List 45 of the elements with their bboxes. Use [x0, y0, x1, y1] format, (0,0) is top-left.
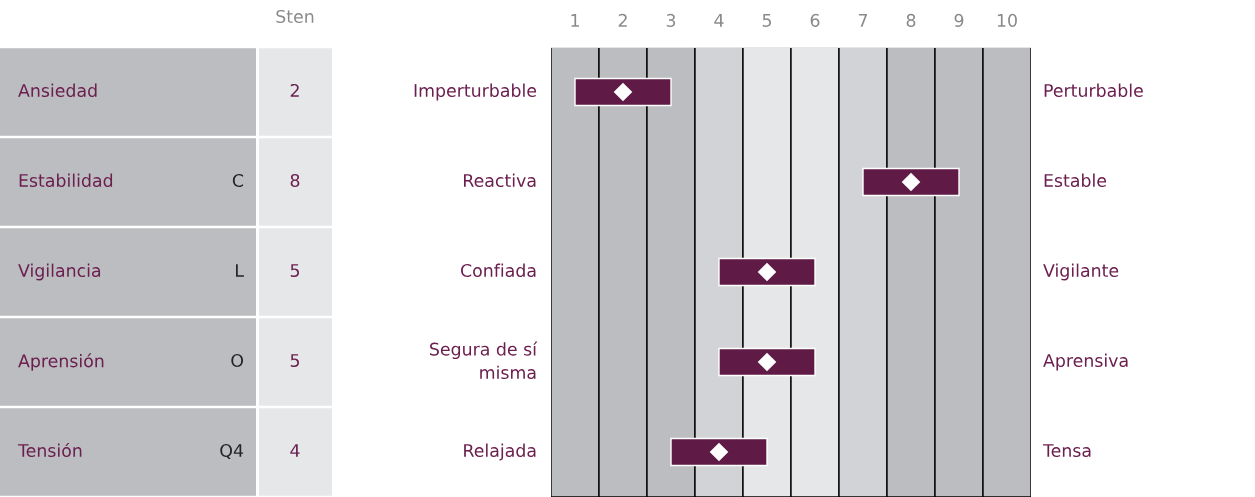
x2-tick-label: 2 [618, 13, 627, 27]
x2-tick-label: 1 [571, 14, 579, 27]
text: Sten [276, 9, 314, 24]
x2-tick-label: 3 [666, 13, 676, 27]
text: Confiada [460, 263, 536, 278]
point [757, 262, 777, 282]
text: Relajada [464, 443, 536, 461]
text: L [236, 264, 244, 277]
y-tick-label: Aprensión [18, 353, 104, 371]
text: 5 [290, 264, 300, 278]
bar [670, 437, 768, 467]
bar [862, 167, 960, 197]
text: Vigilante [1043, 263, 1119, 281]
point [613, 82, 633, 102]
point [901, 172, 921, 192]
text: C [232, 173, 244, 188]
y-tick-label: Estabilidad [19, 173, 113, 188]
bar [718, 347, 816, 377]
text: Imperturbable [414, 83, 537, 101]
point [709, 442, 729, 462]
bar [718, 257, 816, 287]
text: Perturbable [1044, 83, 1143, 98]
text: Q4 [220, 443, 244, 460]
point [757, 352, 777, 372]
text: O [231, 353, 244, 368]
x2-tick-label: 10 [997, 13, 1017, 27]
x2-tick-label: 4 [714, 14, 724, 27]
text: 8 [290, 173, 300, 188]
x2-tick-label: 6 [810, 13, 820, 27]
text: Tensa [1042, 444, 1091, 458]
text: Segura de sí misma [430, 341, 538, 380]
y-tick-label: Vigilancia [18, 263, 101, 281]
text: 5 [290, 354, 300, 368]
x2-tick-label: 5 [762, 14, 772, 27]
text: 2 [290, 83, 299, 97]
bar [574, 77, 672, 107]
x2-tick-label: 8 [906, 13, 916, 27]
y-tick-label: Tensión [17, 442, 82, 458]
x2-tick-label: 7 [858, 14, 868, 27]
y-tick-label: Ansiedad [18, 83, 97, 98]
text: Reactiva [464, 173, 536, 188]
text: 4 [290, 444, 300, 457]
text: Aprensiva [1043, 353, 1128, 371]
text: Estable [1044, 173, 1107, 188]
x2-tick-label: 9 [954, 13, 964, 27]
